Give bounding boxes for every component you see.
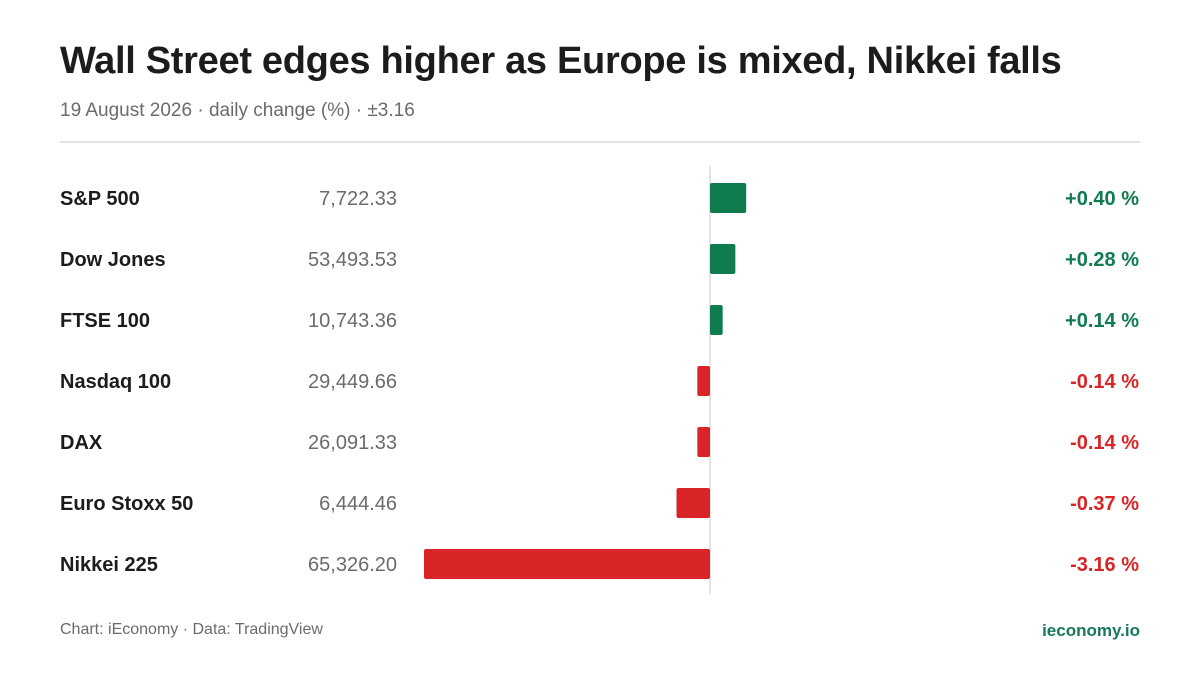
category-label: Euro Stoxx 50 bbox=[60, 493, 193, 515]
index-level: 53,493.53 bbox=[308, 249, 397, 271]
chart-credit: Chart: iEconomy · Data: TradingView bbox=[60, 621, 323, 638]
bar bbox=[710, 305, 723, 335]
header-divider bbox=[60, 141, 1140, 143]
value-label: -0.14 % bbox=[1070, 432, 1139, 454]
category-label: Dow Jones bbox=[60, 249, 166, 271]
bar bbox=[710, 183, 747, 213]
value-label: +0.14 % bbox=[1065, 310, 1139, 332]
category-label: Nasdaq 100 bbox=[60, 371, 171, 393]
index-level: 29,449.66 bbox=[308, 371, 397, 393]
value-label: +0.40 % bbox=[1065, 188, 1139, 210]
value-label: -0.14 % bbox=[1070, 371, 1139, 393]
value-label: +0.28 % bbox=[1065, 249, 1139, 271]
category-label: Nikkei 225 bbox=[60, 554, 158, 576]
value-label: -0.37 % bbox=[1070, 493, 1139, 515]
index-level: 6,444.46 bbox=[319, 493, 397, 515]
index-level: 7,722.33 bbox=[319, 188, 397, 210]
index-level: 26,091.33 bbox=[308, 432, 397, 454]
value-label: -3.16 % bbox=[1070, 554, 1139, 576]
bar bbox=[676, 488, 710, 518]
brand-link[interactable]: ieconomy.io bbox=[1042, 621, 1140, 640]
category-label: DAX bbox=[60, 432, 103, 454]
chart-subtitle: 19 August 2026 · daily change (%) · ±3.1… bbox=[60, 100, 415, 121]
bar bbox=[424, 549, 710, 579]
chart-title: Wall Street edges higher as Europe is mi… bbox=[60, 40, 1062, 82]
index-level: 10,743.36 bbox=[308, 310, 397, 332]
bar bbox=[697, 366, 710, 396]
category-label: S&P 500 bbox=[60, 188, 140, 210]
category-label: FTSE 100 bbox=[60, 310, 150, 332]
index-level: 65,326.20 bbox=[308, 554, 397, 576]
bar bbox=[697, 427, 710, 457]
bar bbox=[710, 244, 736, 274]
